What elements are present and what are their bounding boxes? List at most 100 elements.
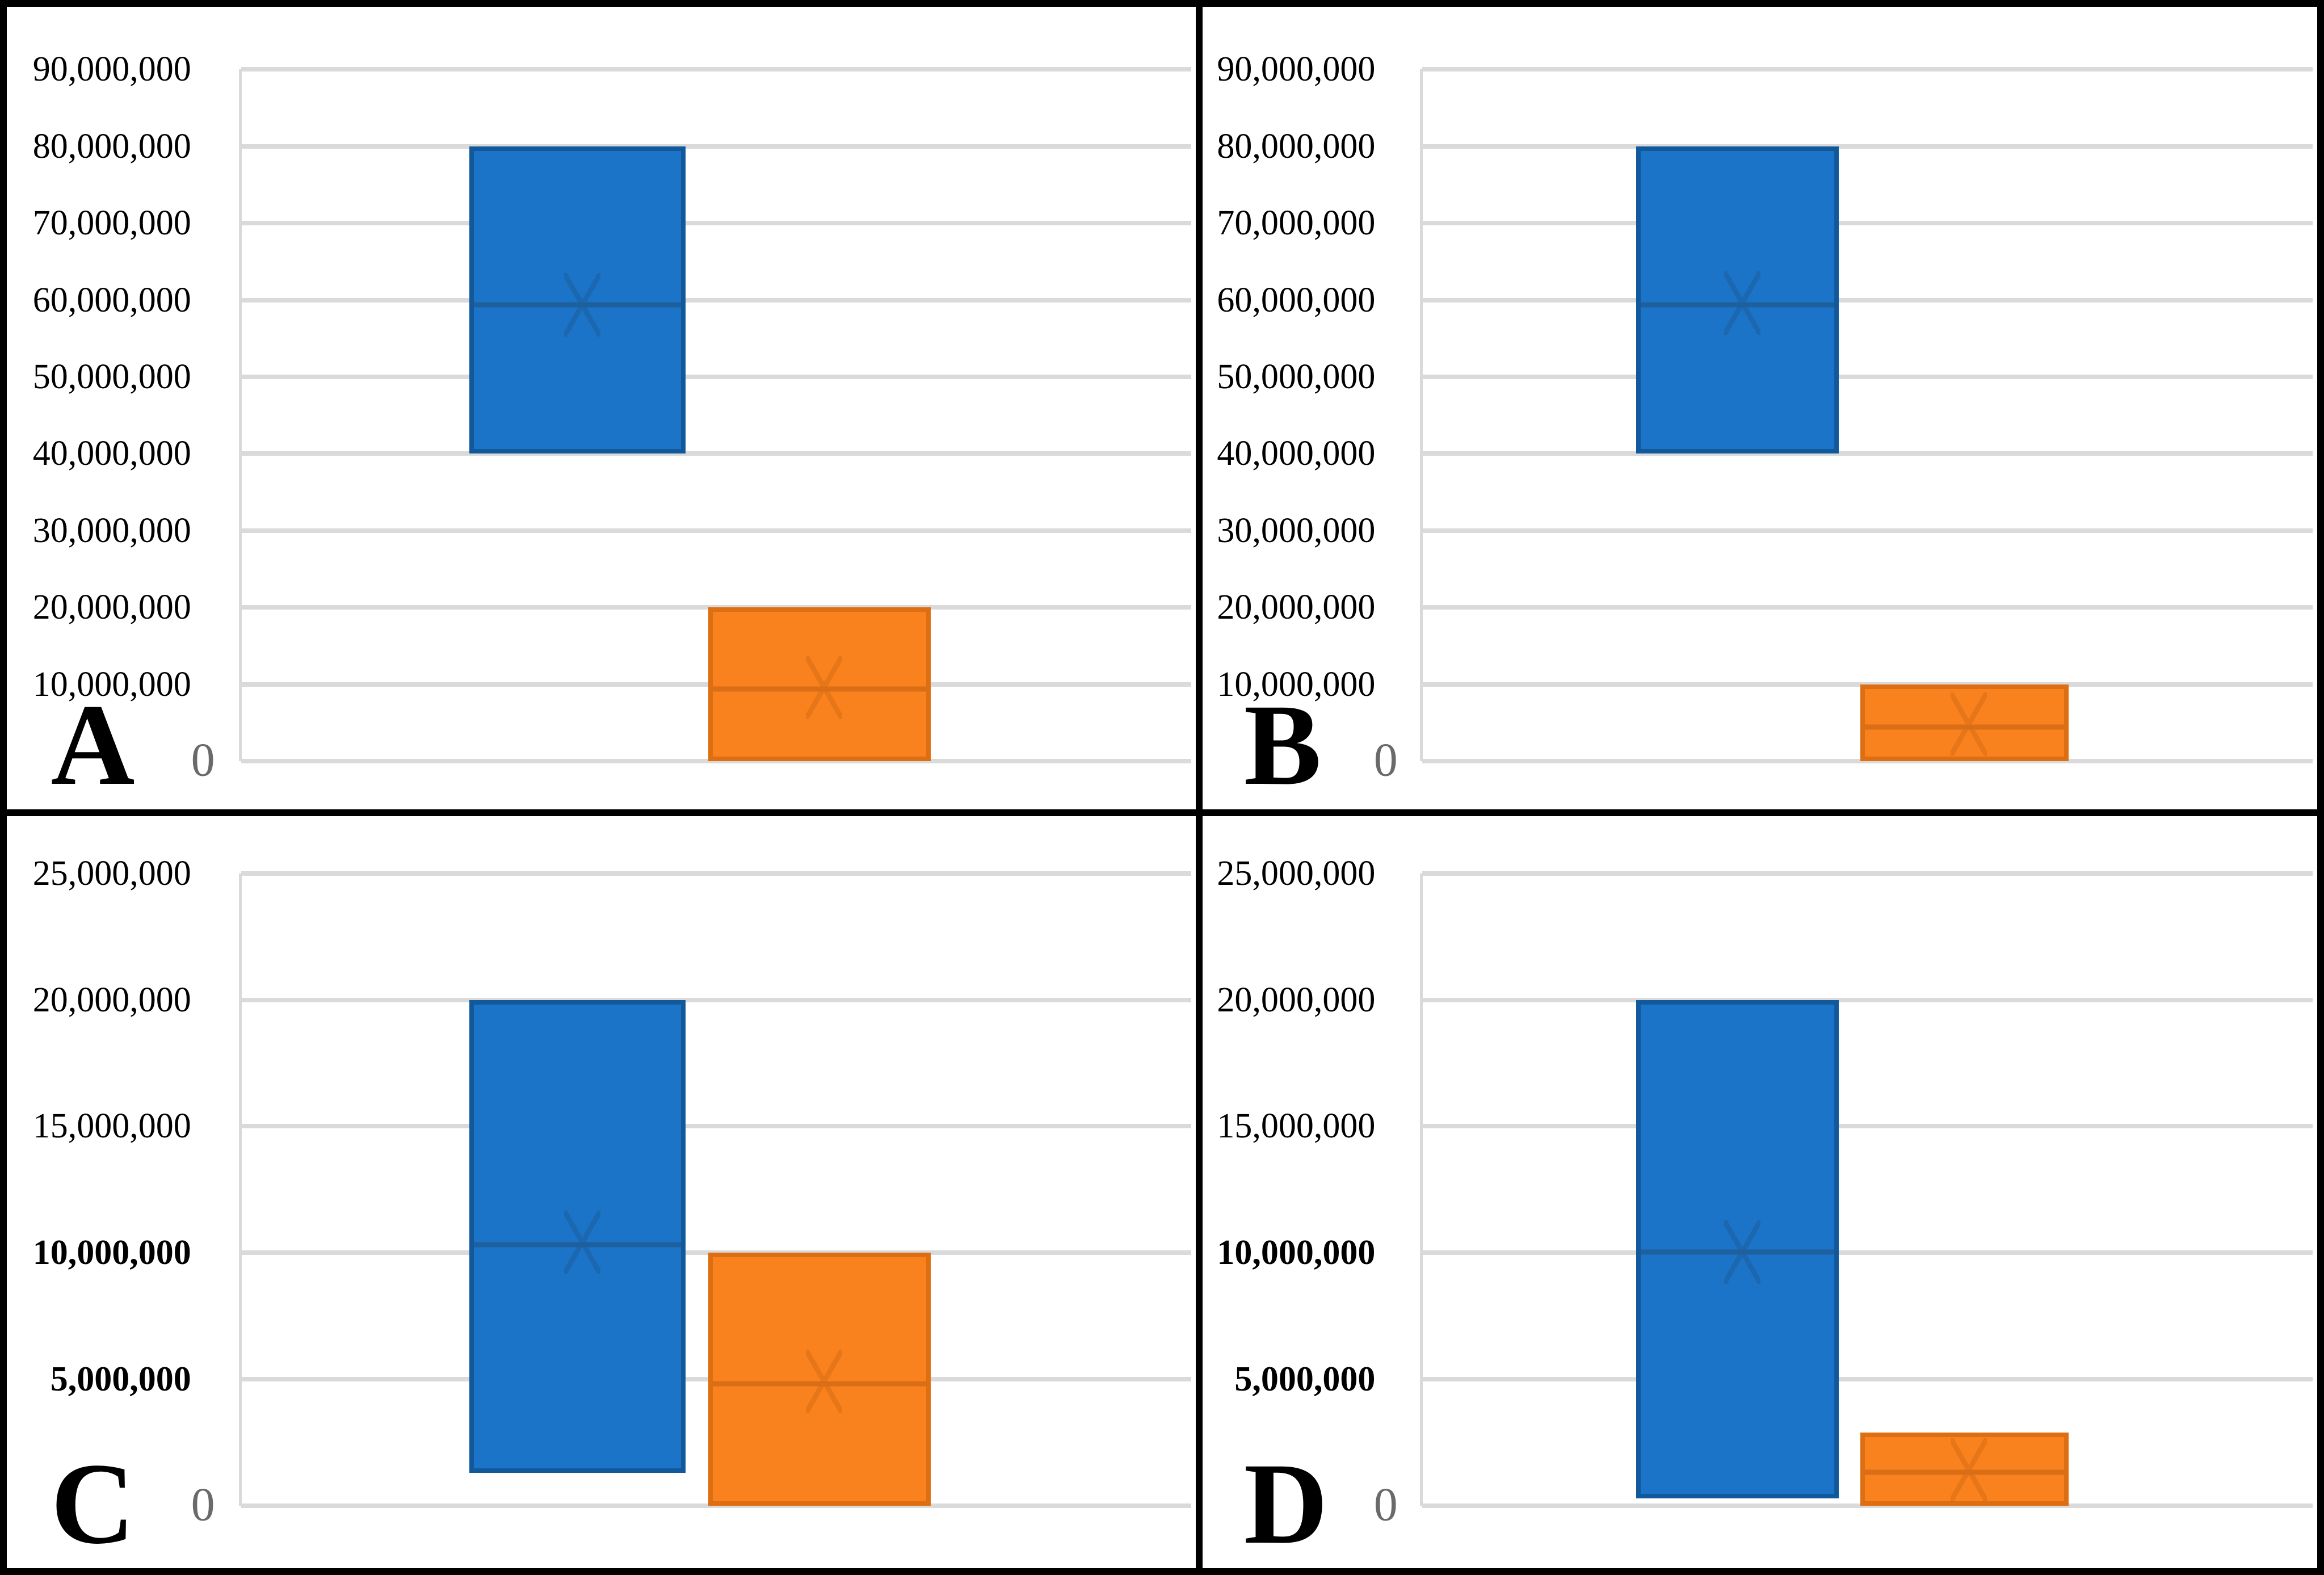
gridline-15000000 <box>1422 1124 2313 1129</box>
gridline-30000000 <box>241 528 1191 533</box>
gridline-25000000 <box>241 871 1191 876</box>
orange-box <box>708 607 931 762</box>
orange-box <box>1860 1432 2069 1506</box>
blue-box-mean-x-marker-icon <box>564 272 600 337</box>
y-axis-tick-label: 15,000,000 <box>1217 1107 1376 1146</box>
blue-box <box>1636 146 1839 454</box>
y-axis-tick-label: 20,000,000 <box>1217 588 1376 627</box>
orange-box <box>1860 684 2069 762</box>
y-axis-zero-label: 0 <box>1373 733 1398 787</box>
gridline-5000000 <box>1422 1377 2313 1382</box>
gridline-20000000 <box>241 997 1191 1002</box>
gridline-60000000 <box>241 297 1191 303</box>
panel-letter-d: D <box>1243 1439 1328 1568</box>
outer-border-right <box>2317 0 2324 1575</box>
gridline-10000000 <box>1422 1250 2313 1255</box>
orange-box-mean-x-marker-icon <box>1951 692 1987 757</box>
panel-letter-b: B <box>1243 680 1322 809</box>
orange-box-median-line <box>713 1381 926 1387</box>
y-axis-tick-label: 50,000,000 <box>32 358 191 396</box>
blue-box <box>469 146 686 454</box>
blue-box-mean-x-marker-icon <box>1724 1220 1760 1284</box>
y-axis-tick-label: 80,000,000 <box>1217 127 1376 166</box>
gridline-50000000 <box>1422 375 2313 379</box>
blue-box-median-line <box>1640 1249 1835 1255</box>
y-axis-tick-label: 25,000,000 <box>1217 854 1376 893</box>
y-axis-tick-label: 10,000,000 <box>1217 1233 1376 1272</box>
y-axis-tick-label: 80,000,000 <box>32 127 191 166</box>
gridline-15000000 <box>241 1124 1191 1129</box>
y-axis-zero-label: 0 <box>191 1478 215 1531</box>
blue-box-mean-x-marker-icon <box>1724 271 1760 335</box>
gridline-40000000 <box>241 451 1191 456</box>
gridline-20000000 <box>1422 997 2313 1002</box>
y-axis-tick-label: 15,000,000 <box>32 1107 191 1146</box>
blue-box <box>1636 999 1839 1498</box>
y-axis-line <box>1419 69 1423 762</box>
panel-b: 90,000,000 80,000,000 70,000,000 60,000,000… <box>1203 7 2317 809</box>
gridline-20000000 <box>1422 605 2313 610</box>
vertical-divider <box>1196 0 1203 1575</box>
y-axis-tick-label: 30,000,000 <box>32 511 191 550</box>
y-axis-zero-label: 0 <box>191 733 215 787</box>
y-axis-tick-label: 10,000,000 <box>32 665 191 704</box>
panel-c: 25,000,000 20,000,000 15,000,000 10,000,000… <box>7 816 1196 1568</box>
y-axis-zero-label: 0 <box>1373 1478 1398 1531</box>
gridline-25000000 <box>1422 871 2313 876</box>
outer-border-bottom <box>0 1568 2324 1575</box>
y-axis-tick-label: 50,000,000 <box>1217 358 1376 396</box>
gridline-50000000 <box>241 375 1191 379</box>
y-axis-tick-label: 60,000,000 <box>1217 280 1376 320</box>
y-axis-line <box>1419 873 1423 1506</box>
panel-letter-c: C <box>51 1439 135 1568</box>
orange-box-mean-x-marker-icon <box>805 1349 842 1413</box>
orange-box-median-line <box>1864 1469 2065 1475</box>
gridline-40000000 <box>1422 451 2313 456</box>
y-axis-line <box>238 873 242 1506</box>
gridline-70000000 <box>1422 221 2313 226</box>
y-axis-tick-label: 30,000,000 <box>1217 511 1376 550</box>
gridline-0 <box>1422 1503 2313 1509</box>
gridline-90000000 <box>1422 67 2313 72</box>
y-axis-tick-label: 25,000,000 <box>32 854 191 893</box>
gridline-0 <box>241 759 1191 764</box>
blue-box-median-line <box>473 1242 682 1248</box>
gridline-80000000 <box>241 144 1191 149</box>
y-axis-tick-label: 5,000,000 <box>1234 1360 1376 1399</box>
blue-box-mean-x-marker-icon <box>564 1210 600 1274</box>
y-axis-tick-label: 10,000,000 <box>32 1233 191 1272</box>
y-axis-tick-label: 20,000,000 <box>32 588 191 627</box>
gridline-0 <box>1422 759 2313 764</box>
panel-letter-a: A <box>51 680 135 809</box>
panel-d: 25,000,000 20,000,000 15,000,000 10,000,000… <box>1203 816 2317 1568</box>
gridline-60000000 <box>1422 297 2313 303</box>
y-axis-tick-label: 90,000,000 <box>1217 50 1376 89</box>
y-axis-tick-label: 40,000,000 <box>1217 434 1376 473</box>
y-axis-tick-label: 40,000,000 <box>32 434 191 473</box>
y-axis-tick-label: 5,000,000 <box>50 1360 191 1399</box>
orange-box-mean-x-marker-icon <box>1951 1438 1987 1502</box>
blue-box <box>469 999 686 1473</box>
outer-border-left <box>0 0 7 1575</box>
blue-box-median-line <box>473 302 682 308</box>
y-axis-tick-label: 90,000,000 <box>32 50 191 89</box>
y-axis-tick-label: 70,000,000 <box>1217 204 1376 243</box>
orange-box-mean-x-marker-icon <box>805 656 842 720</box>
y-axis-line <box>238 69 242 762</box>
y-axis-tick-label: 20,000,000 <box>32 980 191 1019</box>
orange-box <box>708 1253 931 1506</box>
gridline-0 <box>241 1503 1191 1509</box>
outer-border-top <box>0 0 2324 7</box>
y-axis-tick-label: 70,000,000 <box>32 204 191 243</box>
y-axis-tick-label: 10,000,000 <box>1217 665 1376 704</box>
blue-box-median-line <box>1640 302 1835 308</box>
y-axis-tick-label: 60,000,000 <box>32 280 191 320</box>
gridline-90000000 <box>241 67 1191 72</box>
gridline-80000000 <box>1422 144 2313 149</box>
y-axis-tick-label: 20,000,000 <box>1217 980 1376 1019</box>
gridline-70000000 <box>241 221 1191 226</box>
horizontal-divider <box>0 809 2324 816</box>
orange-box-median-line <box>713 686 926 692</box>
panel-a: 90,000,000 80,000,000 70,000,000 60,000,000… <box>7 7 1196 809</box>
